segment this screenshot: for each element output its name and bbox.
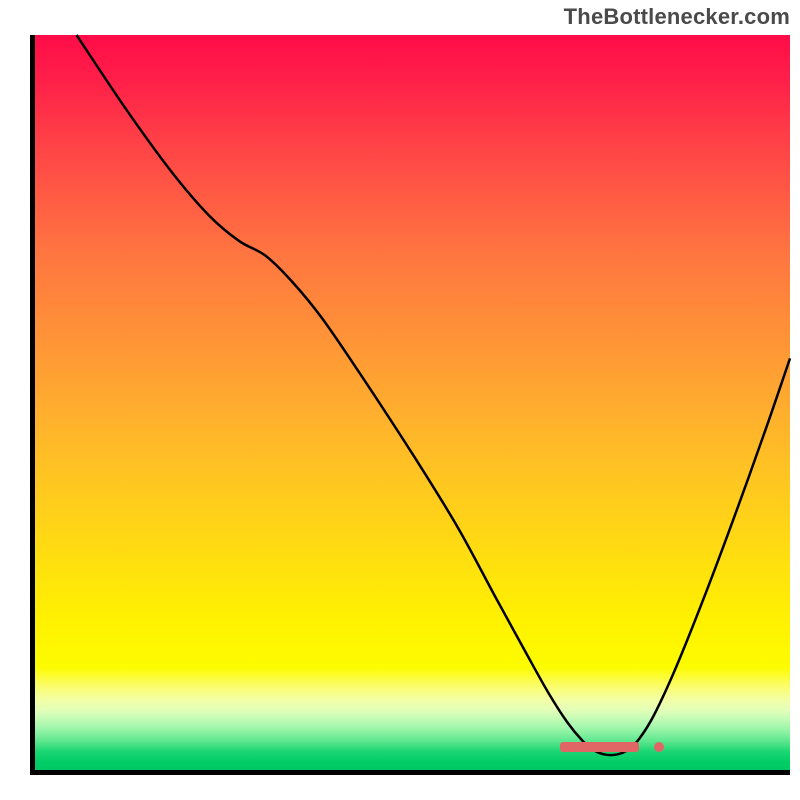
ideal-range-marker [560,742,639,752]
x-axis [30,770,790,775]
curve-layer [35,35,790,770]
watermark-text: TheBottlenecker.com [564,4,790,30]
chart-container: TheBottlenecker.com [0,0,800,800]
y-axis [30,35,35,775]
plot-area [35,35,790,770]
bottleneck-curve [77,35,790,755]
